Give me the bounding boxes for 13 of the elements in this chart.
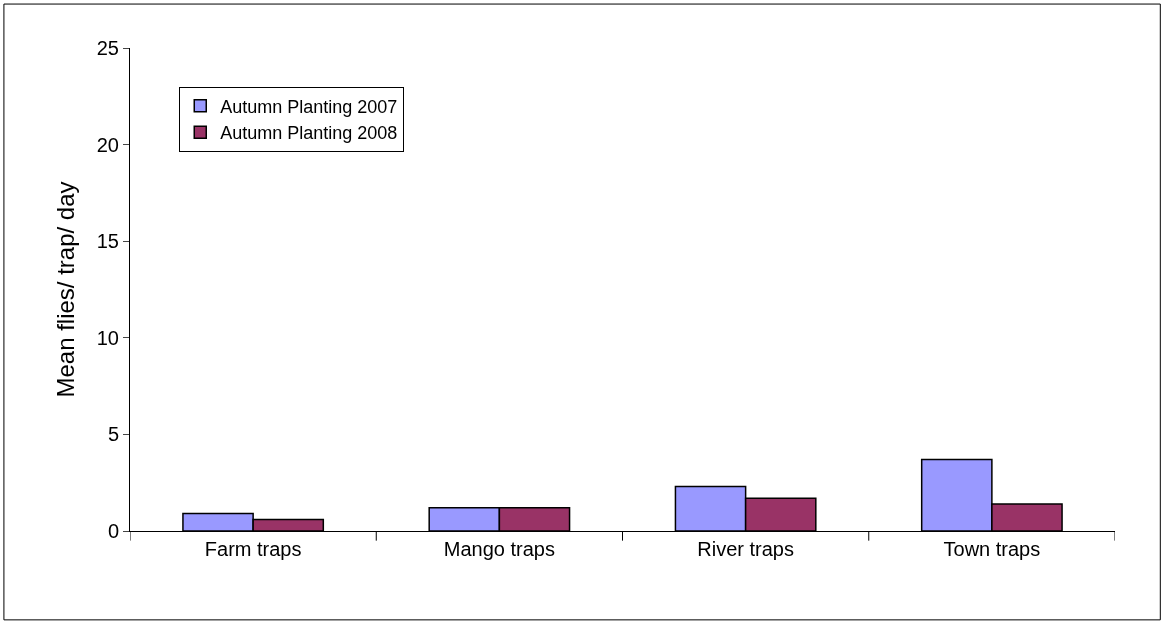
x-tick-label: Town traps bbox=[943, 538, 1041, 560]
x-tick-label: River traps bbox=[697, 538, 794, 560]
y-tick-label: 0 bbox=[107, 520, 119, 542]
y-tick-label: 15 bbox=[96, 230, 119, 253]
y-tick-label: 20 bbox=[96, 133, 119, 156]
y-axis-title: Mean flies/ trap/ day bbox=[51, 181, 79, 398]
y-tick-label: 25 bbox=[96, 37, 119, 59]
x-tick-label: Mango traps bbox=[443, 538, 555, 560]
legend-label: Autumn Planting 2007 bbox=[220, 96, 398, 117]
y-tick-label: 10 bbox=[96, 326, 119, 349]
x-tick-label: Farm traps bbox=[204, 538, 302, 560]
legend-label: Autumn Planting 2008 bbox=[220, 123, 398, 144]
y-tick-label: 5 bbox=[107, 423, 119, 446]
